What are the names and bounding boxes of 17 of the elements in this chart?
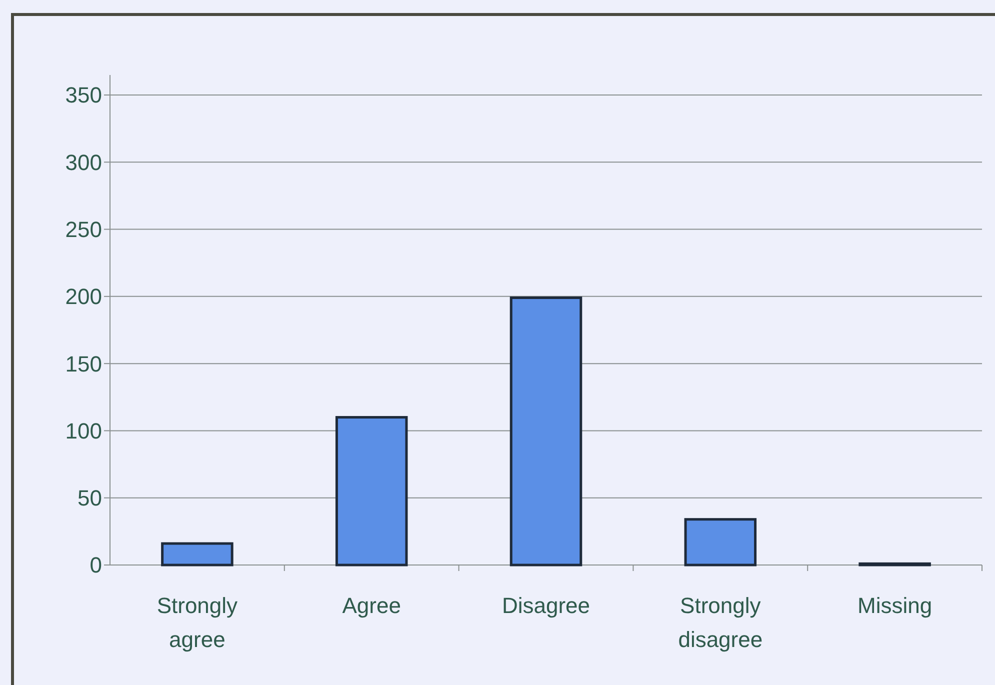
x-tick-label: Strongly disagree [678, 593, 763, 652]
bar [684, 518, 757, 566]
y-tick-label: 0 [90, 552, 102, 578]
y-tick-label: 350 [65, 82, 102, 108]
y-tick-label: 50 [78, 486, 102, 511]
y-tick-label: 200 [65, 284, 102, 310]
x-tick-label: Disagree [502, 593, 590, 618]
x-tick-label: Missing [858, 593, 932, 618]
bar [335, 416, 408, 566]
bar [161, 542, 234, 566]
y-tick-label: 300 [65, 150, 102, 175]
y-tick-label: 250 [65, 216, 102, 242]
x-tick-label: Strongly agree [156, 593, 238, 652]
y-tick-label: 150 [65, 351, 102, 376]
y-tick-label: 100 [65, 418, 102, 444]
x-tick-label: Agree [342, 593, 401, 618]
bar [510, 296, 582, 566]
